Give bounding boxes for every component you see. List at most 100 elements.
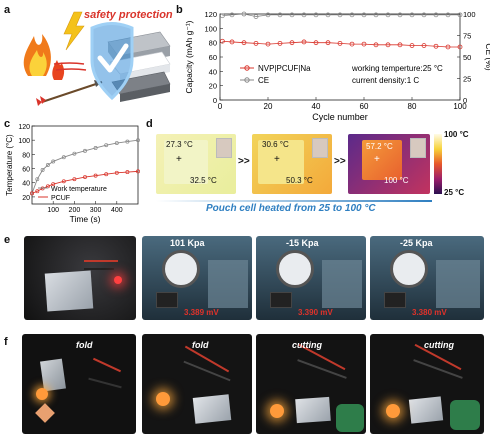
data-point: [385, 12, 391, 18]
data-point: [301, 12, 307, 18]
data-point: [241, 11, 247, 17]
data-point: [445, 12, 451, 18]
y-tick-label: 60: [209, 53, 217, 62]
data-point: [445, 44, 451, 50]
pressure-label-1: 101 Kpa: [170, 238, 205, 248]
y-tick-label: 60: [22, 167, 30, 174]
data-point: [61, 179, 66, 184]
y2-tick-label: 25: [463, 75, 471, 84]
data-point: [433, 12, 439, 18]
series-line: [222, 13, 460, 17]
x-tick-label: 20: [264, 102, 273, 111]
x-tick-label: 100: [453, 102, 467, 111]
data-point: [397, 12, 403, 18]
plot-frame: [219, 13, 461, 101]
x-tick-label: 60: [360, 102, 369, 111]
shield-icon: [90, 22, 134, 101]
plot-frame: [31, 125, 139, 205]
legend-marker: [244, 65, 250, 71]
data-point: [265, 41, 271, 47]
caption-arrow: [156, 200, 432, 202]
action-label-2: fold: [192, 340, 209, 350]
legend-label: CE: [258, 76, 269, 85]
data-point: [313, 40, 319, 46]
data-point: [125, 139, 130, 144]
legend-label: Work temperature: [51, 186, 107, 193]
data-point: [83, 175, 87, 180]
data-point: [349, 12, 355, 18]
data-point: [349, 41, 355, 47]
panel-a-label: a: [4, 4, 11, 16]
voltage-label-2: 3.390 mV: [298, 308, 333, 317]
data-point: [337, 12, 343, 18]
y-tick-label: 20: [209, 82, 217, 91]
arrow-1: >>: [238, 156, 250, 167]
y-tick-label: 40: [209, 67, 217, 76]
photo-fold-1: fold: [22, 334, 136, 434]
temperature-scale-bar: [434, 134, 442, 194]
data-point: [289, 12, 295, 18]
panel-f-label: f: [4, 336, 8, 348]
data-point: [325, 40, 331, 46]
series-line: [222, 40, 460, 48]
y-tick-label: 0: [213, 96, 217, 105]
series-line: [31, 139, 139, 194]
data-point: [241, 40, 247, 46]
temperature-chart: 100 200 300 400 20 40 60 80 100 120 Time (s) Temper…: [5, 124, 140, 224]
data-point: [104, 143, 109, 148]
y2-tick-label: 0: [463, 96, 467, 105]
photo-fold-2: fold: [142, 334, 252, 434]
pressure-label-2: -15 Kpa: [286, 238, 319, 248]
panel-c-label: c: [4, 118, 11, 130]
lightning-icon: [63, 11, 85, 51]
data-point: [277, 12, 283, 18]
x-tick-label: 200: [69, 207, 81, 214]
photo-pressure-3: -25 Kpa 3.380 mV: [370, 236, 484, 320]
data-point: [220, 38, 225, 44]
data-point: [229, 39, 235, 45]
y2-axis-label: CE (%): [484, 43, 490, 71]
action-label-1: fold: [76, 340, 93, 350]
data-point: [253, 40, 259, 46]
photo-cutting-2: cutting: [370, 334, 484, 434]
x-tick-label: 0: [218, 102, 223, 111]
note-line-1: working temperture:25 °C: [351, 64, 443, 73]
data-point: [373, 12, 379, 18]
y-axis-label: Capacity (mAh g⁻¹): [184, 20, 194, 93]
data-point: [83, 148, 87, 153]
data-point: [373, 42, 379, 48]
thermal-image-1: 27.3 °C + 32.5 °C: [156, 134, 236, 194]
x-tick-label: 40: [312, 102, 321, 111]
data-point: [433, 43, 439, 49]
data-point: [253, 14, 259, 19]
data-point: [457, 12, 463, 18]
data-point: [125, 170, 130, 175]
data-point: [72, 177, 77, 182]
data-point: [229, 12, 235, 18]
data-point: [457, 44, 463, 50]
data-point: [51, 159, 56, 164]
y-tick-label: 120: [18, 124, 30, 131]
data-point: [114, 141, 119, 145]
note-line-2: current density:1 C: [352, 76, 419, 85]
data-point: [220, 13, 225, 19]
data-point: [421, 43, 427, 48]
reading-1-top: 27.3 °C: [166, 140, 193, 149]
data-point: [30, 191, 34, 196]
thermal-image-3: 57.2 °C + 100 °C: [348, 134, 430, 194]
data-point: [35, 189, 40, 194]
arrow-2: >>: [334, 156, 346, 167]
data-point: [265, 12, 271, 18]
data-point: [277, 40, 283, 46]
data-point: [301, 39, 307, 45]
y2-tick-label: 50: [463, 53, 471, 62]
reading-2-top: 30.6 °C: [262, 140, 289, 149]
data-point: [289, 40, 295, 46]
data-point: [385, 42, 391, 48]
data-point: [313, 12, 319, 18]
pressure-label-3: -25 Kpa: [400, 238, 433, 248]
data-point: [93, 146, 98, 150]
panel-a-title: safety protection: [84, 9, 173, 21]
data-point: [421, 12, 427, 18]
x-tick-label: 400: [111, 207, 123, 214]
